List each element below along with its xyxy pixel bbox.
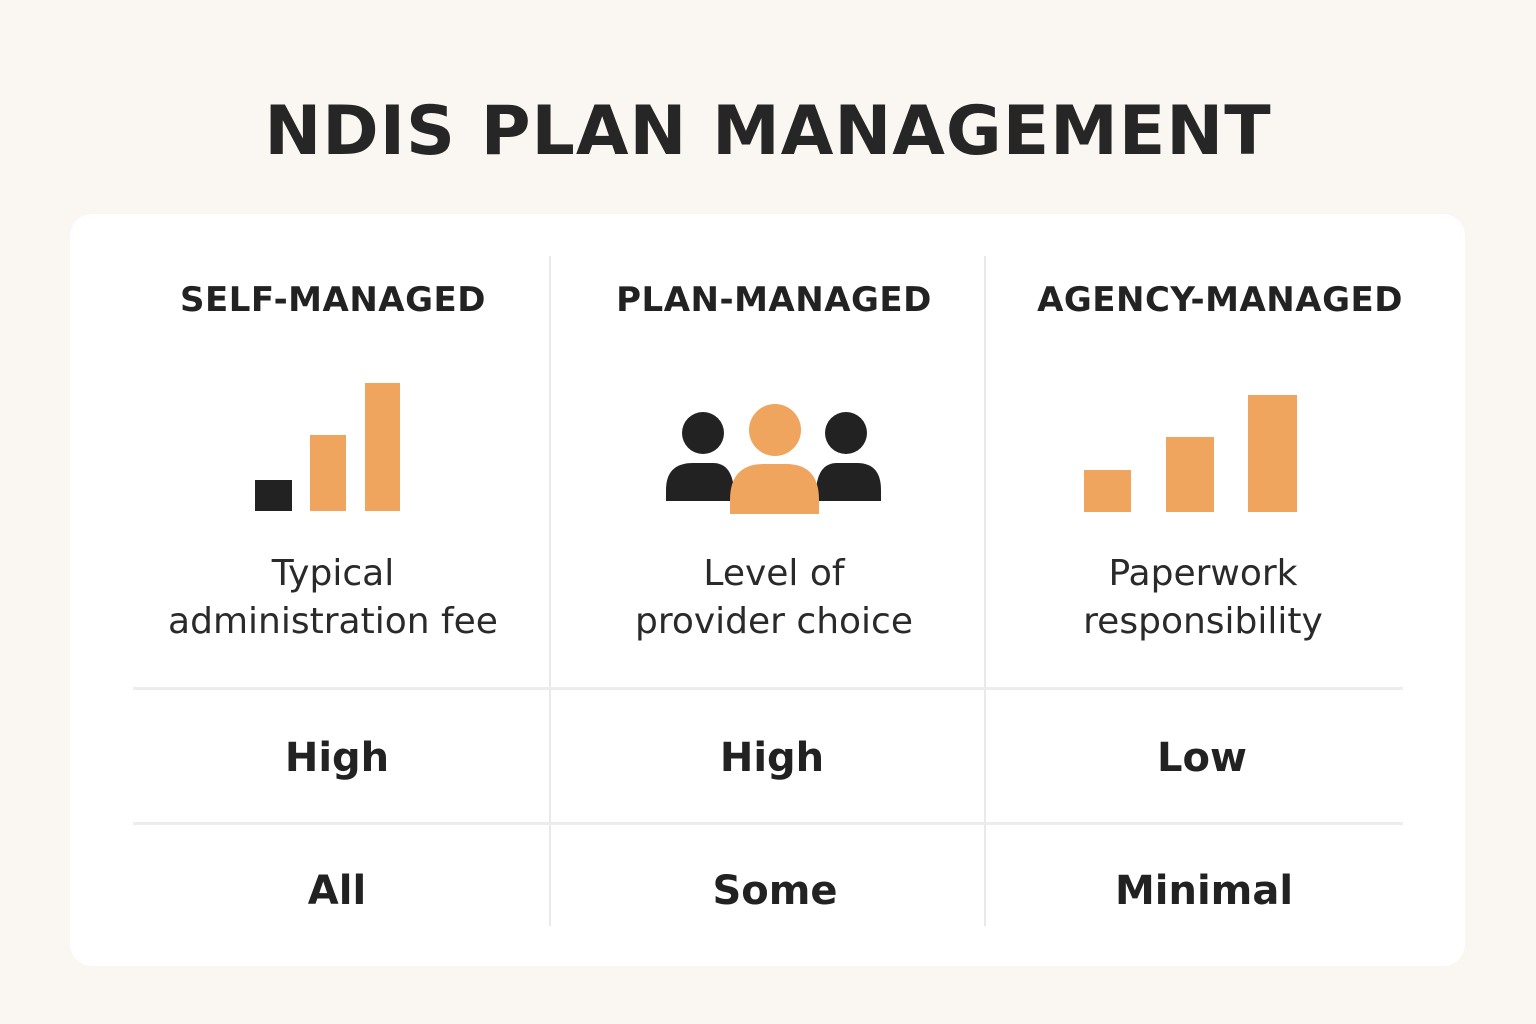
row-divider <box>133 822 1403 825</box>
column-description: Level of provider choice <box>574 550 974 646</box>
table-cell: All <box>307 868 367 914</box>
column-description: Typical administration fee <box>133 550 533 646</box>
description-line: Paperwork <box>1108 553 1298 594</box>
comparison-card <box>70 214 1465 966</box>
column-divider <box>549 256 551 926</box>
table-cell: Minimal <box>1114 868 1294 914</box>
table-cell: High <box>284 735 390 781</box>
page-title: NDIS PLAN MANAGEMENT <box>264 92 1272 171</box>
column-description: Paperwork responsibility <box>1003 550 1403 646</box>
description-line: responsibility <box>1083 601 1323 642</box>
description-line: administration fee <box>168 601 498 642</box>
bar-chart-icon <box>255 383 400 511</box>
table-cell: High <box>719 735 825 781</box>
table-cell: Low <box>1157 735 1247 781</box>
bar-chart-icon <box>1084 395 1297 512</box>
description-line: provider choice <box>634 601 913 642</box>
column-header-plan-managed: PLAN-MANAGED <box>616 280 932 320</box>
column-header-agency-managed: AGENCY-MANAGED <box>1037 280 1403 320</box>
description-line: Level of <box>703 553 845 594</box>
table-cell: Some <box>712 868 838 914</box>
row-divider <box>133 687 1403 690</box>
column-divider <box>984 256 986 926</box>
people-group-icon <box>666 404 881 514</box>
description-line: Typical <box>271 553 395 594</box>
column-header-self-managed: SELF-MANAGED <box>180 280 486 320</box>
